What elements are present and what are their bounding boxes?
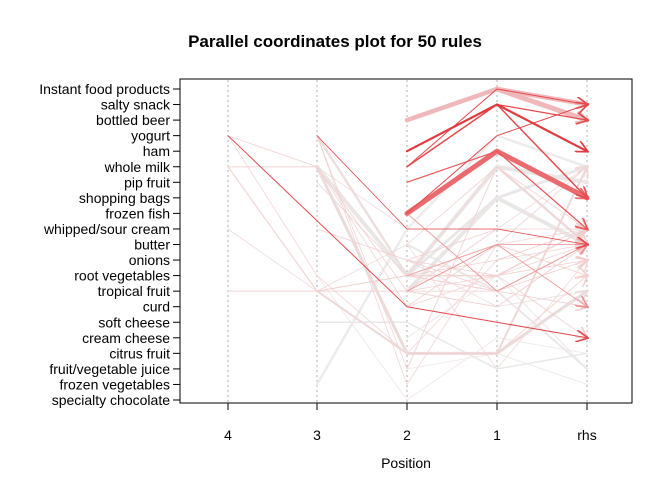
y-tick-label: whipped/sour cream (43, 221, 170, 237)
chart-title: Parallel coordinates plot for 50 rules (188, 32, 482, 51)
rule-lines (227, 86, 588, 401)
y-tick-label: yogurt (131, 128, 170, 144)
rule-line-33 (406, 259, 588, 308)
y-tick-label: frozen vegetables (59, 376, 170, 392)
rule-line-6 (406, 150, 587, 229)
y-tick-label: citrus fruit (109, 345, 170, 361)
y-tick-label: tropical fruit (98, 283, 170, 299)
y-tick-label: fruit/vegetable juice (49, 361, 170, 377)
y-tick-label: salty snack (101, 97, 171, 113)
rule-line-44 (406, 276, 587, 354)
rule-line-10 (227, 135, 587, 338)
y-tick-label: bottled beer (96, 112, 170, 128)
rule-line-8 (406, 88, 587, 168)
y-tick-label: Instant food products (39, 81, 170, 97)
y-tick-label: shopping bags (79, 190, 170, 206)
y-tick-label: pip fruit (124, 174, 170, 190)
y-tick-label: root vegetables (74, 268, 170, 284)
rule-line-38 (406, 259, 587, 307)
x-tick-label: 3 (313, 427, 321, 443)
y-tick-label: soft cheese (98, 314, 170, 330)
y-tick-label: frozen fish (105, 205, 170, 221)
x-tick-label: rhs (577, 427, 596, 443)
x-tick-label: 2 (403, 427, 411, 443)
x-tick-label: 4 (224, 427, 232, 443)
x-tick-label: 1 (493, 427, 501, 443)
y-tick-label: cream cheese (82, 330, 170, 346)
rule-line-9 (496, 103, 587, 121)
rule-line-12 (406, 212, 587, 292)
plot-frame (179, 78, 633, 404)
x-axis-label: Position (381, 455, 431, 471)
rule-line-50 (406, 166, 587, 245)
y-tick-label: onions (129, 252, 170, 268)
rule-line-2 (494, 86, 587, 120)
rule-line-28 (316, 275, 588, 401)
y-tick-label: ham (143, 143, 170, 159)
rule-line-13 (406, 244, 587, 307)
y-tick-label: butter (134, 237, 170, 253)
y-tick-label: curd (143, 299, 170, 315)
rule-line-40 (227, 228, 587, 370)
rule-line-3 (405, 103, 587, 152)
y-tick-label: whole milk (104, 159, 171, 175)
rule-line-11 (316, 135, 587, 245)
rule-line-29 (316, 321, 588, 370)
rule-line-49 (406, 260, 587, 292)
x-axis: 4 3 2 1 rhs (224, 403, 597, 443)
y-tick-label: specialty chocolate (52, 392, 171, 408)
